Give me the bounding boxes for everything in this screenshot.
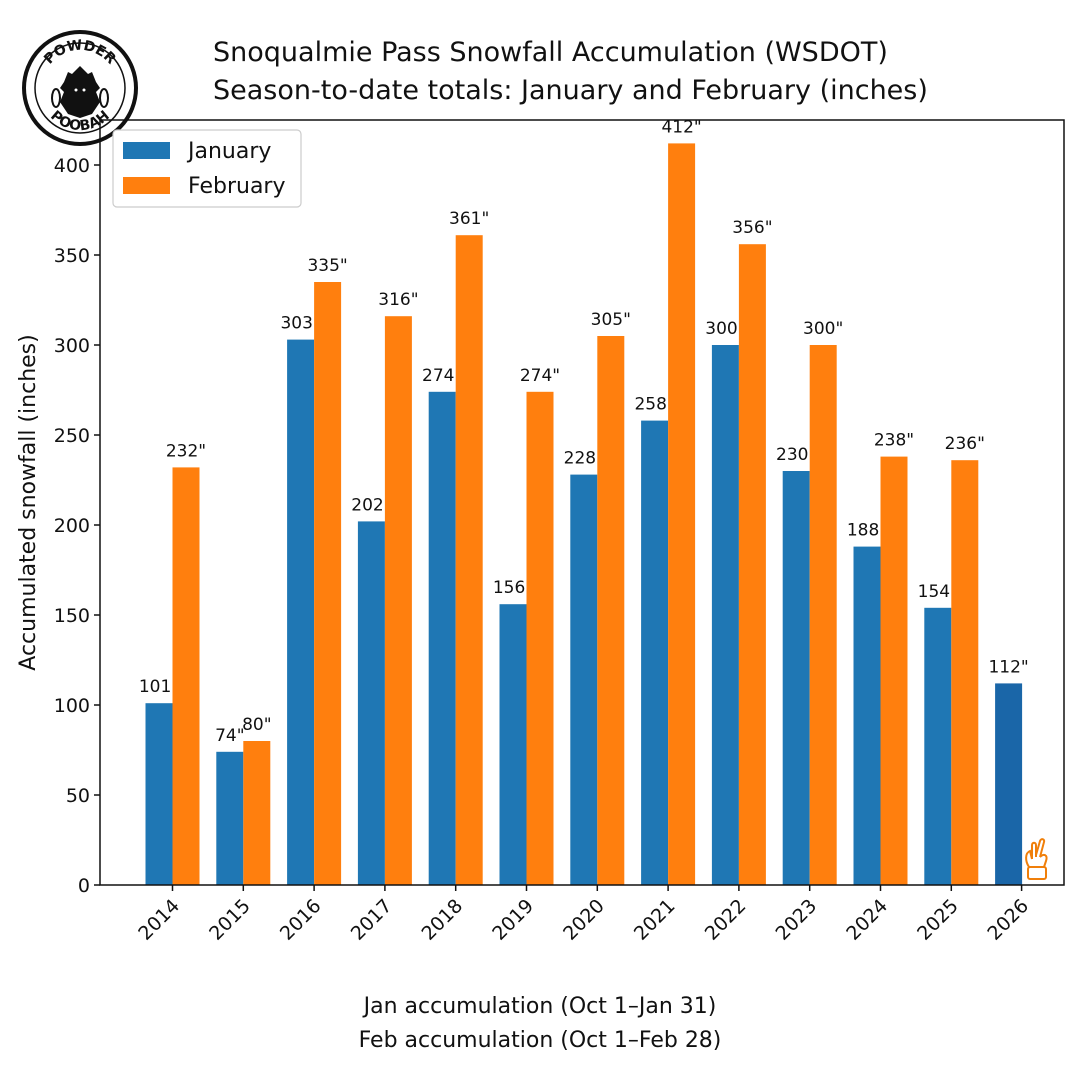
february-bar — [880, 456, 908, 885]
february-value-label: 361" — [449, 209, 489, 229]
february-bar — [172, 467, 200, 885]
x-tick-label: 2017 — [347, 895, 397, 945]
x-tick-label: 2020 — [559, 895, 609, 945]
february-value-label: 335" — [307, 256, 347, 276]
january-bar — [499, 604, 527, 885]
x-tick-label: 2014 — [134, 895, 184, 945]
y-axis-label: Accumulated snowfall (inches) — [16, 334, 41, 670]
january-value-label: 230" — [776, 445, 816, 465]
february-value-label: 274" — [520, 366, 560, 386]
x-tick-label: 2023 — [771, 895, 821, 945]
january-bar — [782, 471, 810, 885]
january-value-label: 154" — [918, 582, 958, 602]
bar-chart: 0 50 100 150 200 250 300 350 400 Accumulated snow… — [16, 117, 1065, 945]
chart-title: Snoqualmie Pass Snowfall Accumulation (W… — [213, 37, 888, 68]
january-value-label: 112" — [988, 657, 1028, 677]
january-value-label: 188" — [847, 521, 887, 541]
y-tick-label: 50 — [66, 785, 90, 807]
january-bar — [357, 521, 385, 885]
february-bar — [809, 345, 837, 885]
february-value-label: 300" — [803, 319, 843, 339]
january-bar — [570, 474, 598, 885]
x-tick-label: 2018 — [417, 895, 467, 945]
powder-poobah-logo: POWDER POOBAH — [22, 30, 138, 146]
legend-label: January — [186, 139, 271, 164]
february-bar — [314, 282, 342, 885]
january-value-label: 156" — [493, 578, 533, 598]
plot-frame — [99, 119, 1065, 886]
legend-label: February — [188, 174, 286, 199]
february-bar — [738, 244, 766, 885]
january-bar — [853, 546, 881, 885]
january-bar — [216, 751, 244, 885]
february-value-label: 316" — [378, 290, 418, 310]
january-bar — [711, 345, 739, 885]
january-value-label: 300" — [705, 319, 745, 339]
january-value-label: 258" — [634, 395, 674, 415]
y-tick-label: 400 — [54, 155, 90, 177]
fingers-crossed-icon — [1025, 838, 1048, 880]
caption-line-1: Jan accumulation (Oct 1–Jan 31) — [363, 994, 717, 1019]
x-tick-label: 2022 — [701, 895, 751, 945]
january-value-label: 228" — [564, 449, 604, 469]
x-tick-label: 2021 — [630, 895, 680, 945]
february-value-label: 80" — [242, 715, 271, 735]
x-tick-label: 2024 — [842, 895, 892, 945]
y-tick-label: 100 — [54, 695, 90, 717]
february-value-label: 236" — [945, 434, 985, 454]
chart-subtitle: Season-to-date totals: January and Febru… — [213, 75, 928, 106]
x-tick-label: 2026 — [983, 895, 1033, 945]
yeti-mascot-icon — [51, 66, 109, 118]
february-bar — [526, 391, 554, 885]
february-bar — [597, 336, 625, 885]
january-value-label: 101" — [139, 677, 179, 697]
february-value-label: 232" — [166, 441, 206, 461]
january-bar — [145, 703, 173, 885]
y-tick-label: 350 — [54, 245, 90, 267]
february-bar — [951, 460, 979, 885]
january-value-label: 202" — [351, 495, 391, 515]
february-bar — [243, 741, 271, 885]
january-bar — [428, 391, 456, 885]
x-tick-label: 2019 — [488, 895, 538, 945]
x-tick-label: 2025 — [913, 895, 963, 945]
chart-caption: Jan accumulation (Oct 1–Jan 31) Feb accu… — [0, 990, 1080, 1058]
february-bar — [384, 316, 412, 885]
january-bar — [995, 683, 1023, 885]
x-tick-label: 2016 — [276, 895, 326, 945]
y-tick-label: 0 — [78, 875, 90, 897]
january-value-label: 274" — [422, 366, 462, 386]
caption-line-2: Feb accumulation (Oct 1–Feb 28) — [358, 1028, 722, 1053]
january-bar — [287, 339, 315, 886]
january-bar — [641, 420, 669, 885]
january-bar — [924, 607, 952, 885]
legend-swatch — [123, 142, 170, 159]
y-tick-label: 250 — [54, 425, 90, 447]
february-bar — [455, 235, 483, 885]
y-tick-label: 200 — [54, 515, 90, 537]
title-block: Snoqualmie Pass Snowfall Accumulation (W… — [213, 34, 1013, 110]
january-value-label: 74" — [215, 726, 244, 746]
y-tick-label: 150 — [54, 605, 90, 627]
february-value-label: 356" — [732, 218, 772, 238]
x-tick-label: 2015 — [205, 895, 255, 945]
february-value-label: 305" — [591, 310, 631, 330]
y-tick-label: 300 — [54, 335, 90, 357]
february-value-label: 412" — [661, 117, 701, 137]
legend-swatch — [123, 177, 170, 194]
january-value-label: 303" — [280, 314, 320, 334]
february-bar — [668, 143, 696, 885]
february-value-label: 238" — [874, 431, 914, 451]
